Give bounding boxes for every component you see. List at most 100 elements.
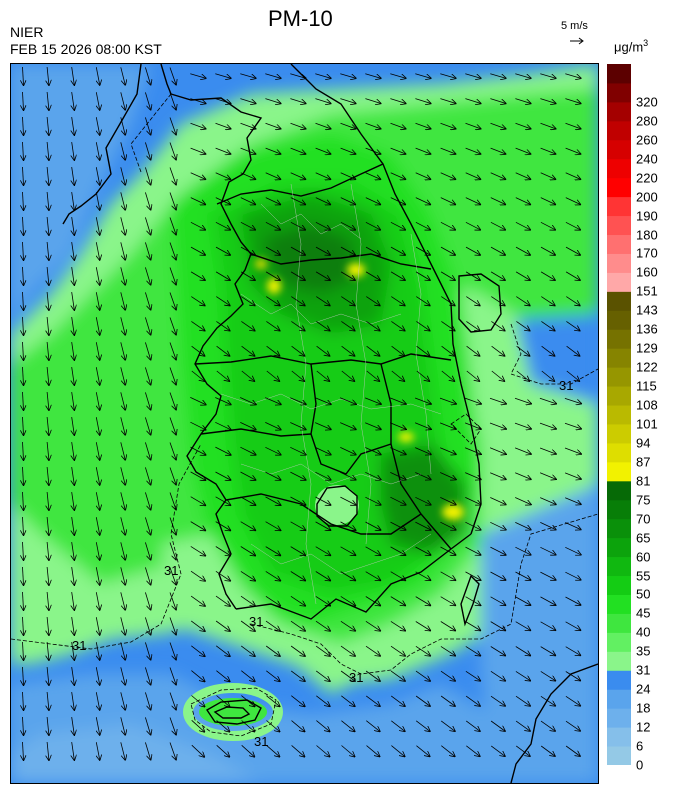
wind-arrow [23, 216, 24, 235]
wind-arrow [440, 472, 456, 480]
color-scale-bar [607, 64, 631, 765]
wind-arrow [145, 117, 150, 134]
wind-arrow [365, 471, 380, 479]
wind-arrow [190, 271, 205, 280]
color-scale-label: 190 [636, 208, 658, 224]
wind-arrow [96, 742, 99, 760]
wind-arrow [23, 516, 24, 535]
arrow-right-icon [570, 37, 584, 45]
wind-arrow [440, 197, 455, 205]
wind-arrow [565, 571, 580, 580]
wind-arrow [96, 567, 99, 585]
wind-arrow [265, 172, 281, 179]
wind-arrow [47, 616, 49, 635]
wind-arrow [145, 217, 150, 234]
wind-arrow [240, 147, 256, 154]
wind-arrow [465, 246, 480, 255]
wind-arrow [566, 345, 580, 356]
wind-arrow [565, 522, 580, 530]
color-scale-label: 18 [636, 700, 651, 716]
wind-arrow [72, 217, 75, 235]
color-scale-swatch [607, 215, 631, 236]
color-scale-label: 60 [636, 549, 651, 565]
wind-arrow [72, 242, 75, 260]
hotspot-yellow [347, 263, 365, 277]
korea-west-coast [170, 93, 263, 610]
wind-arrow [366, 321, 379, 330]
wind-arrow [440, 122, 456, 128]
wind-arrow [240, 422, 255, 429]
wind-arrow [490, 246, 505, 255]
wind-arrow [340, 645, 355, 656]
wind-arrow [266, 670, 279, 681]
wind-arrow [440, 695, 455, 706]
color-scale-swatch [607, 234, 631, 254]
wind-arrow [191, 296, 204, 306]
wind-arrow [265, 620, 280, 631]
wind-arrow [265, 471, 281, 480]
wind-arrow [340, 521, 356, 530]
wind-arrow [490, 646, 505, 656]
wind-arrow [47, 441, 49, 460]
wind-arrow [540, 671, 555, 680]
wind-arrow [96, 142, 99, 160]
wind-arrow [515, 472, 531, 480]
wind-arrow [72, 442, 75, 460]
wind-arrow [23, 266, 24, 285]
color-scale-label: 115 [636, 378, 657, 394]
wind-arrow [540, 720, 555, 731]
wind-arrow [414, 397, 431, 404]
wind-arrow [365, 645, 380, 656]
wind-arrow [340, 670, 355, 681]
wind-arrow [541, 296, 554, 306]
wind-arrow [215, 471, 231, 480]
wind-arrow [415, 147, 431, 154]
wind-arrow [145, 442, 150, 459]
wind-arrow [290, 595, 305, 605]
lake-light-green [315, 485, 359, 525]
wind-arrow [315, 571, 330, 581]
wind-arrow [490, 221, 505, 229]
wind-arrow [290, 446, 305, 454]
wind-arrow [416, 370, 429, 381]
color-scale-label: 24 [636, 681, 651, 697]
wind-arrow [169, 617, 176, 635]
wind-arrow [241, 370, 254, 381]
district-boundary [260, 203, 362, 240]
wind-arrow [169, 392, 176, 410]
wind-arrow [23, 716, 24, 735]
pm10-map[interactable]: 31 31 31 31 31 31 [10, 63, 599, 784]
wind-arrow [390, 472, 405, 479]
map-canvas: 31 31 31 31 31 31 [11, 64, 598, 783]
wind-arrow [290, 521, 306, 530]
wind-arrow [47, 291, 49, 310]
wind-arrow [466, 370, 479, 381]
wind-arrow [72, 667, 75, 685]
wind-arrow [96, 617, 99, 635]
provincial-border-east [380, 363, 452, 550]
district-boundary [240, 463, 422, 485]
color-scale-label: 35 [636, 643, 651, 659]
wind-arrow [191, 645, 204, 656]
wind-arrow [315, 422, 331, 430]
wind-arrow [340, 221, 355, 229]
wind-arrow [47, 641, 49, 660]
wind-arrow [315, 397, 331, 405]
wind-arrow [541, 321, 554, 330]
wind-arrow [465, 521, 480, 530]
wind-arrow [72, 292, 75, 310]
wind-arrow [266, 745, 280, 756]
wind-arrow [340, 422, 356, 430]
wind-arrow [216, 345, 230, 356]
field-darkest-green [261, 224, 356, 294]
wind-arrow [416, 296, 429, 306]
jeju-island-field [199, 698, 267, 726]
wind-arrow [465, 546, 481, 555]
color-scale-swatch [607, 158, 631, 179]
wind-arrow [365, 122, 381, 128]
wind-arrow [415, 221, 430, 229]
wind-arrow [241, 670, 254, 682]
wind-arrow [515, 695, 530, 706]
wind-arrow [190, 521, 206, 531]
wind-arrow [490, 472, 506, 480]
